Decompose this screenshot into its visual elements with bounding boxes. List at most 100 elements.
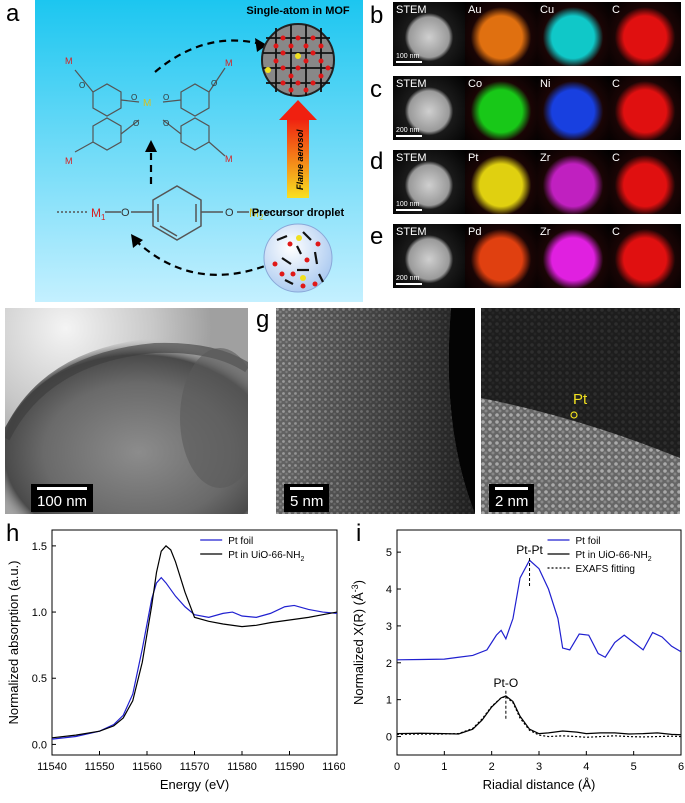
map-tile-b-2: Cu — [537, 2, 609, 66]
precursor-droplet — [263, 223, 333, 293]
pt-marker-label: Pt — [573, 391, 588, 408]
panel-a-schematic: M M M M M O O O O O O M1 O O M2 — [35, 0, 363, 302]
svg-text:M: M — [65, 56, 73, 66]
map-tile-label: C — [612, 78, 620, 90]
map-tile-label: Zr — [540, 152, 551, 164]
series-line-0 — [51, 576, 338, 740]
y-tick-label: 1.5 — [32, 541, 47, 553]
map-tile-e-2: Zr — [537, 224, 609, 288]
legend-entry: Pt in UiO-66-NH2 — [576, 550, 652, 563]
series-line-1 — [51, 545, 338, 739]
map-tile-label: Co — [468, 78, 483, 90]
map-tile-e-1: Pd — [465, 224, 537, 288]
legend-entry: Pt in UiO-66-NH2 — [228, 550, 304, 563]
map-tile-label: C — [612, 152, 620, 164]
svg-text:O: O — [163, 119, 169, 128]
map-tile-b-0: STEM 100 nm — [393, 2, 465, 66]
mof-grid-particle — [261, 23, 335, 97]
panel-label-b: b — [370, 2, 384, 29]
x-tick-label: 4 — [583, 761, 589, 773]
mapping-grid: STEM 100 nm Au Cu C STEM 200 nm Co Ni C STEM 100 nm… — [393, 0, 685, 302]
mof-cluster — [74, 67, 226, 157]
x-tick-label: 11560 — [132, 761, 162, 773]
panel-g-scalebar-right: 2 nm — [489, 484, 535, 512]
svg-text:M: M — [225, 58, 233, 68]
linker-molecule — [57, 185, 285, 241]
y-tick-label: 3 — [386, 621, 392, 633]
svg-text:O: O — [79, 81, 85, 90]
map-tile-c-3: C — [609, 76, 681, 140]
map-tile-e-0: STEM 200 nm — [393, 224, 465, 288]
map-tile-d-3: C — [609, 150, 681, 214]
flame-aerosol-arrow: Flame aerosol — [279, 100, 317, 198]
panel-g-haadf-right: Pt 2 nm — [481, 308, 680, 514]
x-axis-label: Riadial distance (Å) — [483, 777, 596, 792]
legend-entry: EXAFS fitting — [576, 564, 635, 575]
map-scalebar: 200 nm — [396, 127, 422, 137]
x-tick-label: 11580 — [227, 761, 257, 773]
panel-label-i: i — [356, 520, 362, 547]
map-tile-b-1: Au — [465, 2, 537, 66]
map-tile-label: Zr — [540, 226, 551, 238]
map-tile-c-0: STEM 200 nm — [393, 76, 465, 140]
map-tile-label: STEM — [396, 226, 427, 238]
svg-text:O: O — [163, 93, 169, 102]
panel-f-tem-image: 100 nm — [5, 308, 248, 514]
map-tile-label: Ni — [540, 78, 551, 90]
map-tile-d-2: Zr — [537, 150, 609, 214]
map-tile-label: Au — [468, 4, 482, 16]
dashed-arrows — [134, 39, 276, 276]
x-tick-label: 3 — [536, 761, 542, 773]
map-tile-label: C — [612, 226, 620, 238]
map-tile-label: STEM — [396, 78, 427, 90]
y-axis-label: Normalized X(R) (Å-3) — [350, 580, 366, 705]
series-line-1 — [396, 695, 682, 736]
map-tile-label: Pt — [468, 152, 479, 164]
label-m2: M2 — [249, 206, 264, 222]
exafs-chart: 0 1 2 3 4 5 6 0 1 2 3 4 5 Riadial distance (Å) Normali… — [350, 529, 684, 792]
x-tick-label: 1 — [441, 761, 447, 773]
droplet-label: Precursor droplet — [252, 207, 345, 219]
y-tick-label: 4 — [386, 584, 392, 596]
panel-label-e: e — [370, 223, 384, 250]
x-tick-label: 11590 — [275, 761, 305, 773]
peak-annotation: Pt-Pt — [516, 543, 543, 557]
label-m1: M1 — [91, 206, 106, 222]
x-tick-label: 0 — [394, 761, 400, 773]
panel-label-d: d — [370, 148, 384, 175]
series-line-0 — [396, 559, 682, 661]
mof-title: Single-atom in MOF — [246, 5, 350, 17]
y-tick-label: 1 — [386, 695, 392, 707]
svg-text:O: O — [211, 79, 217, 88]
y-tick-label: 0 — [386, 732, 392, 744]
y-tick-label: 0.0 — [32, 739, 47, 751]
pt-atom-marker — [570, 411, 578, 419]
plot-frame — [51, 529, 338, 756]
panel-g-scalebar-left: 5 nm — [284, 484, 330, 512]
y-tick-label: 5 — [386, 547, 392, 559]
svg-text:M: M — [143, 98, 151, 109]
svg-text:M: M — [225, 154, 233, 164]
x-tick-label: 2 — [489, 761, 495, 773]
map-tile-e-3: C — [609, 224, 681, 288]
panel-label-a: a — [6, 0, 20, 27]
map-tile-b-3: C — [609, 2, 681, 66]
map-tile-d-0: STEM 100 nm — [393, 150, 465, 214]
legend-entry: Pt foil — [576, 536, 601, 547]
y-axis-label: Normalized absorption (a.u.) — [6, 560, 21, 724]
flame-aerosol-label: Flame aerosol — [295, 129, 305, 190]
x-axis-label: Energy (eV) — [160, 777, 229, 792]
map-tile-c-2: Ni — [537, 76, 609, 140]
y-tick-label: 0.5 — [32, 673, 47, 685]
panel-label-c: c — [370, 76, 382, 103]
peak-annotation: Pt-O — [494, 676, 519, 690]
y-tick-label: 2 — [386, 658, 392, 670]
svg-text:O: O — [133, 119, 139, 128]
x-tick-label: 6 — [678, 761, 684, 773]
map-scalebar: 100 nm — [396, 201, 422, 211]
map-tile-label: Cu — [540, 4, 555, 16]
map-tile-label: STEM — [396, 152, 427, 164]
map-tile-c-1: Co — [465, 76, 537, 140]
